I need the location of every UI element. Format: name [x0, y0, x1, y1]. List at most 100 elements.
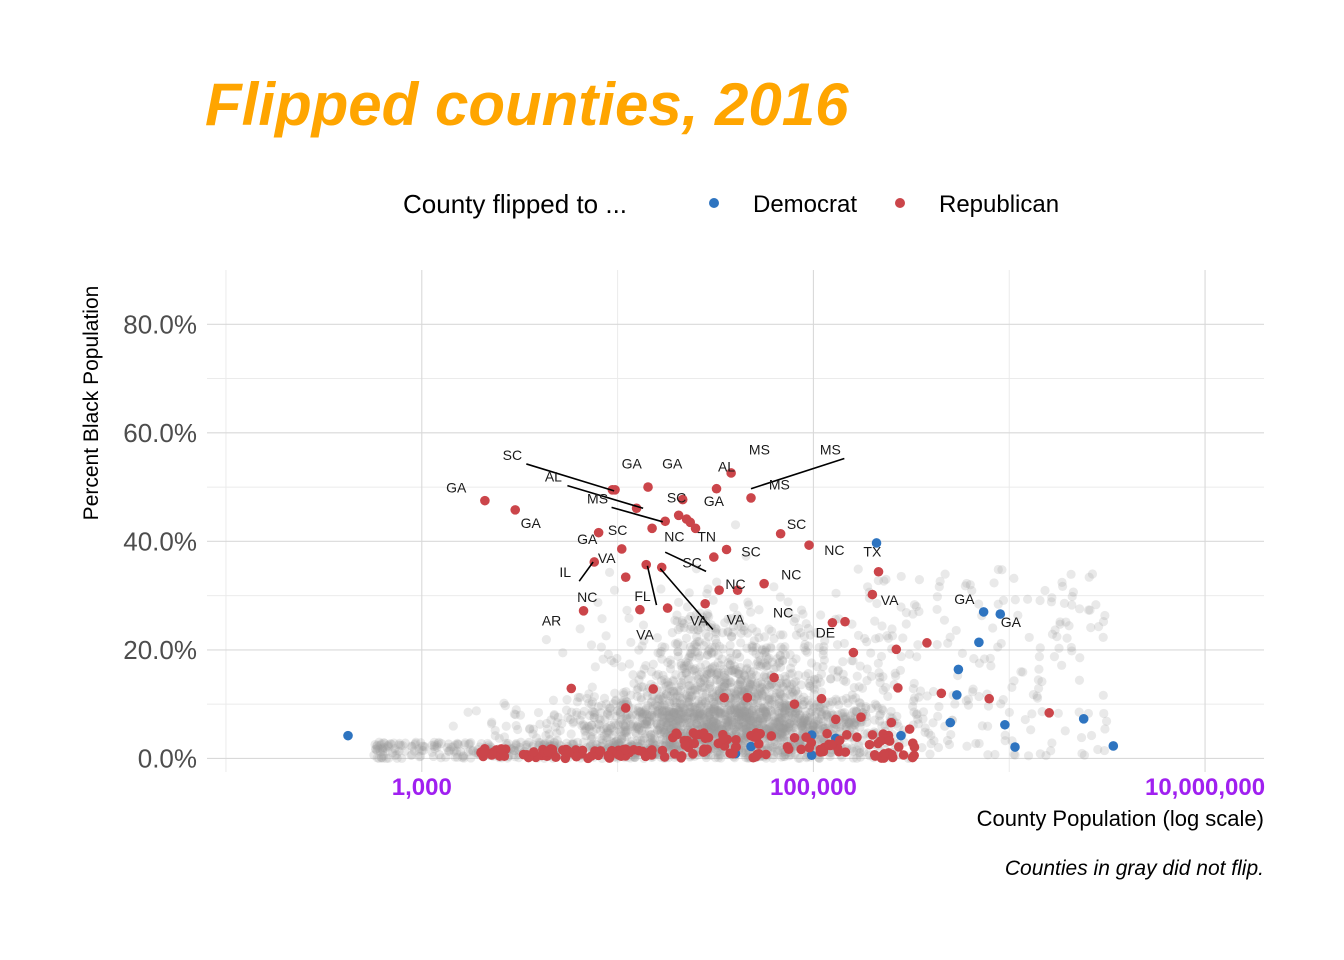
not-flipped-point	[748, 703, 759, 714]
not-flipped-point	[780, 729, 790, 739]
y-tick-label: 80.0%	[123, 309, 197, 339]
not-flipped-point	[372, 745, 382, 756]
not-flipped-point	[669, 707, 680, 718]
not-flipped-point	[781, 700, 792, 710]
not-flipped-point	[587, 699, 597, 709]
point-republican	[936, 688, 947, 699]
not-flipped-point	[657, 707, 668, 717]
not-flipped-point	[666, 714, 676, 724]
not-flipped-point	[839, 708, 850, 718]
not-flipped-point	[1057, 577, 1067, 587]
point-republican	[731, 742, 741, 752]
not-flipped-point	[546, 715, 556, 725]
not-flipped-point	[770, 721, 780, 732]
not-flipped-point	[1062, 633, 1072, 643]
not-flipped-point	[783, 710, 793, 721]
not-flipped-point	[985, 653, 995, 663]
not-flipped-point	[673, 716, 684, 726]
not-flipped-point	[790, 709, 800, 719]
not-flipped-point	[410, 740, 420, 750]
not-flipped-point	[678, 721, 688, 731]
not-flipped-point	[501, 721, 511, 731]
not-flipped-point	[710, 721, 721, 731]
not-flipped-point	[1004, 707, 1014, 717]
not-flipped-point	[761, 643, 772, 653]
not-flipped-point	[775, 717, 785, 727]
not-flipped-point	[673, 715, 683, 725]
not-flipped-point	[701, 629, 711, 639]
not-flipped-point	[998, 595, 1009, 605]
not-flipped-point	[637, 709, 648, 719]
not-flipped-point	[743, 597, 753, 607]
not-flipped-point	[654, 694, 664, 704]
not-flipped-point	[670, 692, 680, 703]
not-flipped-point	[653, 707, 663, 717]
not-flipped-point	[709, 721, 720, 732]
annotation-label: MS	[749, 442, 770, 458]
not-flipped-point	[853, 564, 863, 574]
not-flipped-point	[774, 721, 785, 732]
not-flipped-point	[699, 719, 709, 729]
not-flipped-point	[659, 714, 669, 724]
not-flipped-point	[733, 722, 744, 732]
not-flipped-point	[714, 684, 725, 694]
not-flipped-point	[486, 719, 497, 729]
not-flipped-point	[757, 696, 767, 706]
not-flipped-point	[770, 747, 780, 757]
not-flipped-point	[638, 708, 648, 718]
not-flipped-point	[694, 699, 704, 709]
not-flipped-point	[1040, 585, 1050, 596]
not-flipped-point	[466, 753, 476, 763]
y-tick-label: 60.0%	[123, 418, 197, 448]
not-flipped-point	[704, 680, 715, 690]
not-flipped-point	[802, 716, 813, 726]
not-flipped-point	[659, 713, 669, 723]
not-flipped-point	[509, 709, 519, 719]
not-flipped-point	[1013, 610, 1023, 620]
not-flipped-point	[656, 712, 666, 722]
point-republican	[714, 585, 724, 595]
not-flipped-point	[769, 664, 779, 674]
not-flipped-point	[795, 710, 805, 720]
not-flipped-point	[775, 687, 785, 698]
not-flipped-point	[704, 611, 714, 622]
not-flipped-point	[816, 734, 826, 745]
annotation-line	[611, 506, 663, 523]
not-flipped-point	[706, 706, 716, 717]
not-flipped-point	[695, 678, 706, 688]
point-republican	[610, 484, 620, 495]
not-flipped-point	[733, 720, 743, 730]
not-flipped-point	[817, 687, 827, 697]
not-flipped-point	[654, 694, 664, 705]
not-flipped-point	[689, 702, 700, 712]
not-flipped-point	[707, 663, 717, 673]
not-flipped-point	[909, 696, 919, 706]
not-flipped-point	[400, 738, 410, 748]
not-flipped-point	[383, 741, 393, 751]
not-flipped-point	[675, 693, 685, 703]
not-flipped-point	[816, 714, 826, 724]
not-flipped-point	[1053, 708, 1063, 718]
not-flipped-point	[914, 606, 924, 617]
not-flipped-point	[596, 708, 606, 718]
not-flipped-point	[726, 632, 737, 642]
not-flipped-point	[798, 718, 808, 728]
not-flipped-point	[967, 585, 977, 596]
point-democrat	[953, 664, 964, 675]
not-flipped-point	[678, 707, 688, 718]
not-flipped-point	[458, 751, 468, 761]
not-flipped-point	[786, 717, 796, 727]
not-flipped-point	[768, 719, 779, 729]
not-flipped-point	[684, 696, 694, 706]
not-flipped-point	[544, 729, 554, 739]
not-flipped-point	[685, 681, 695, 691]
not-flipped-point	[755, 655, 765, 665]
not-flipped-point	[372, 740, 382, 750]
not-flipped-point	[685, 642, 696, 652]
not-flipped-point	[798, 609, 808, 619]
not-flipped-point	[742, 663, 752, 673]
not-flipped-point	[660, 727, 670, 737]
not-flipped-point	[804, 700, 815, 710]
point-democrat	[945, 717, 956, 728]
